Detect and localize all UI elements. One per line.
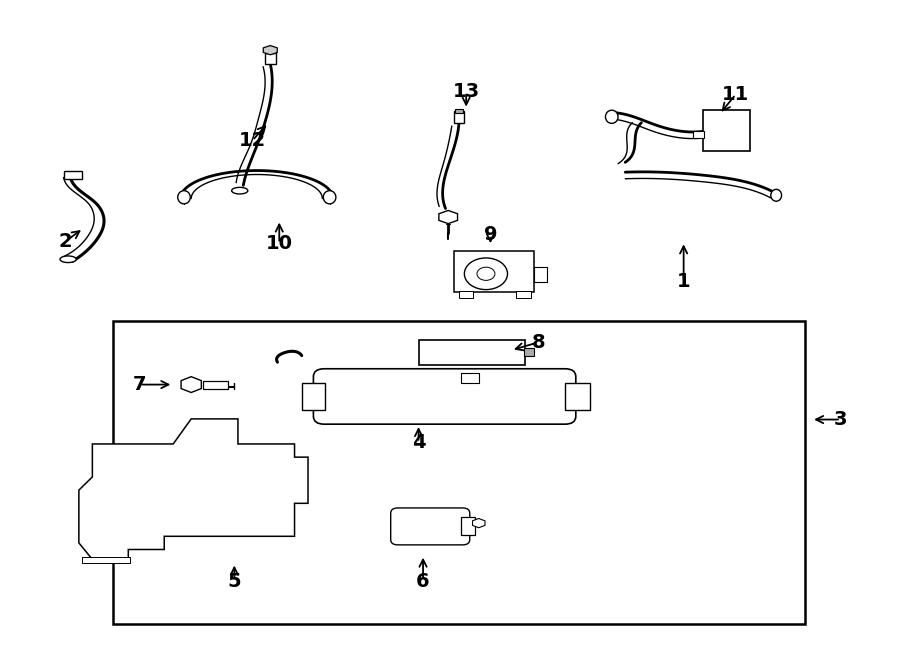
Bar [461,516,475,535]
FancyBboxPatch shape [313,369,576,424]
Text: 2: 2 [58,232,72,251]
Polygon shape [264,46,277,55]
Bar [82,557,130,563]
Bar [302,383,325,410]
Bar [704,110,750,151]
Text: 10: 10 [266,234,292,253]
Text: 7: 7 [133,375,147,394]
Ellipse shape [770,189,781,201]
Text: 3: 3 [834,410,848,429]
Bar [693,132,705,138]
Polygon shape [79,419,308,559]
Bar [517,291,531,297]
Text: 1: 1 [677,272,690,291]
Text: 13: 13 [453,82,480,101]
Ellipse shape [323,190,336,204]
Polygon shape [181,377,202,393]
Polygon shape [472,518,485,527]
Bar [565,383,590,410]
Bar [454,251,535,292]
Bar [418,340,525,365]
Bar [455,109,463,113]
Bar [524,348,535,356]
Circle shape [464,258,508,290]
Text: 5: 5 [228,572,241,591]
Bar [459,291,473,297]
Ellipse shape [60,256,76,262]
Polygon shape [439,210,457,223]
Text: 11: 11 [722,85,750,104]
Text: 8: 8 [531,333,544,352]
Ellipse shape [177,190,190,204]
Bar [202,381,228,389]
FancyBboxPatch shape [391,508,470,545]
Bar [64,171,82,178]
Bar [535,267,547,282]
Text: 4: 4 [411,433,426,452]
Bar [113,321,805,624]
Ellipse shape [231,187,248,194]
Ellipse shape [606,110,618,124]
Text: 6: 6 [416,572,430,591]
Text: 12: 12 [238,131,266,150]
Text: 9: 9 [483,225,497,245]
Bar [454,111,464,123]
Bar [265,54,275,64]
Bar [461,373,479,383]
